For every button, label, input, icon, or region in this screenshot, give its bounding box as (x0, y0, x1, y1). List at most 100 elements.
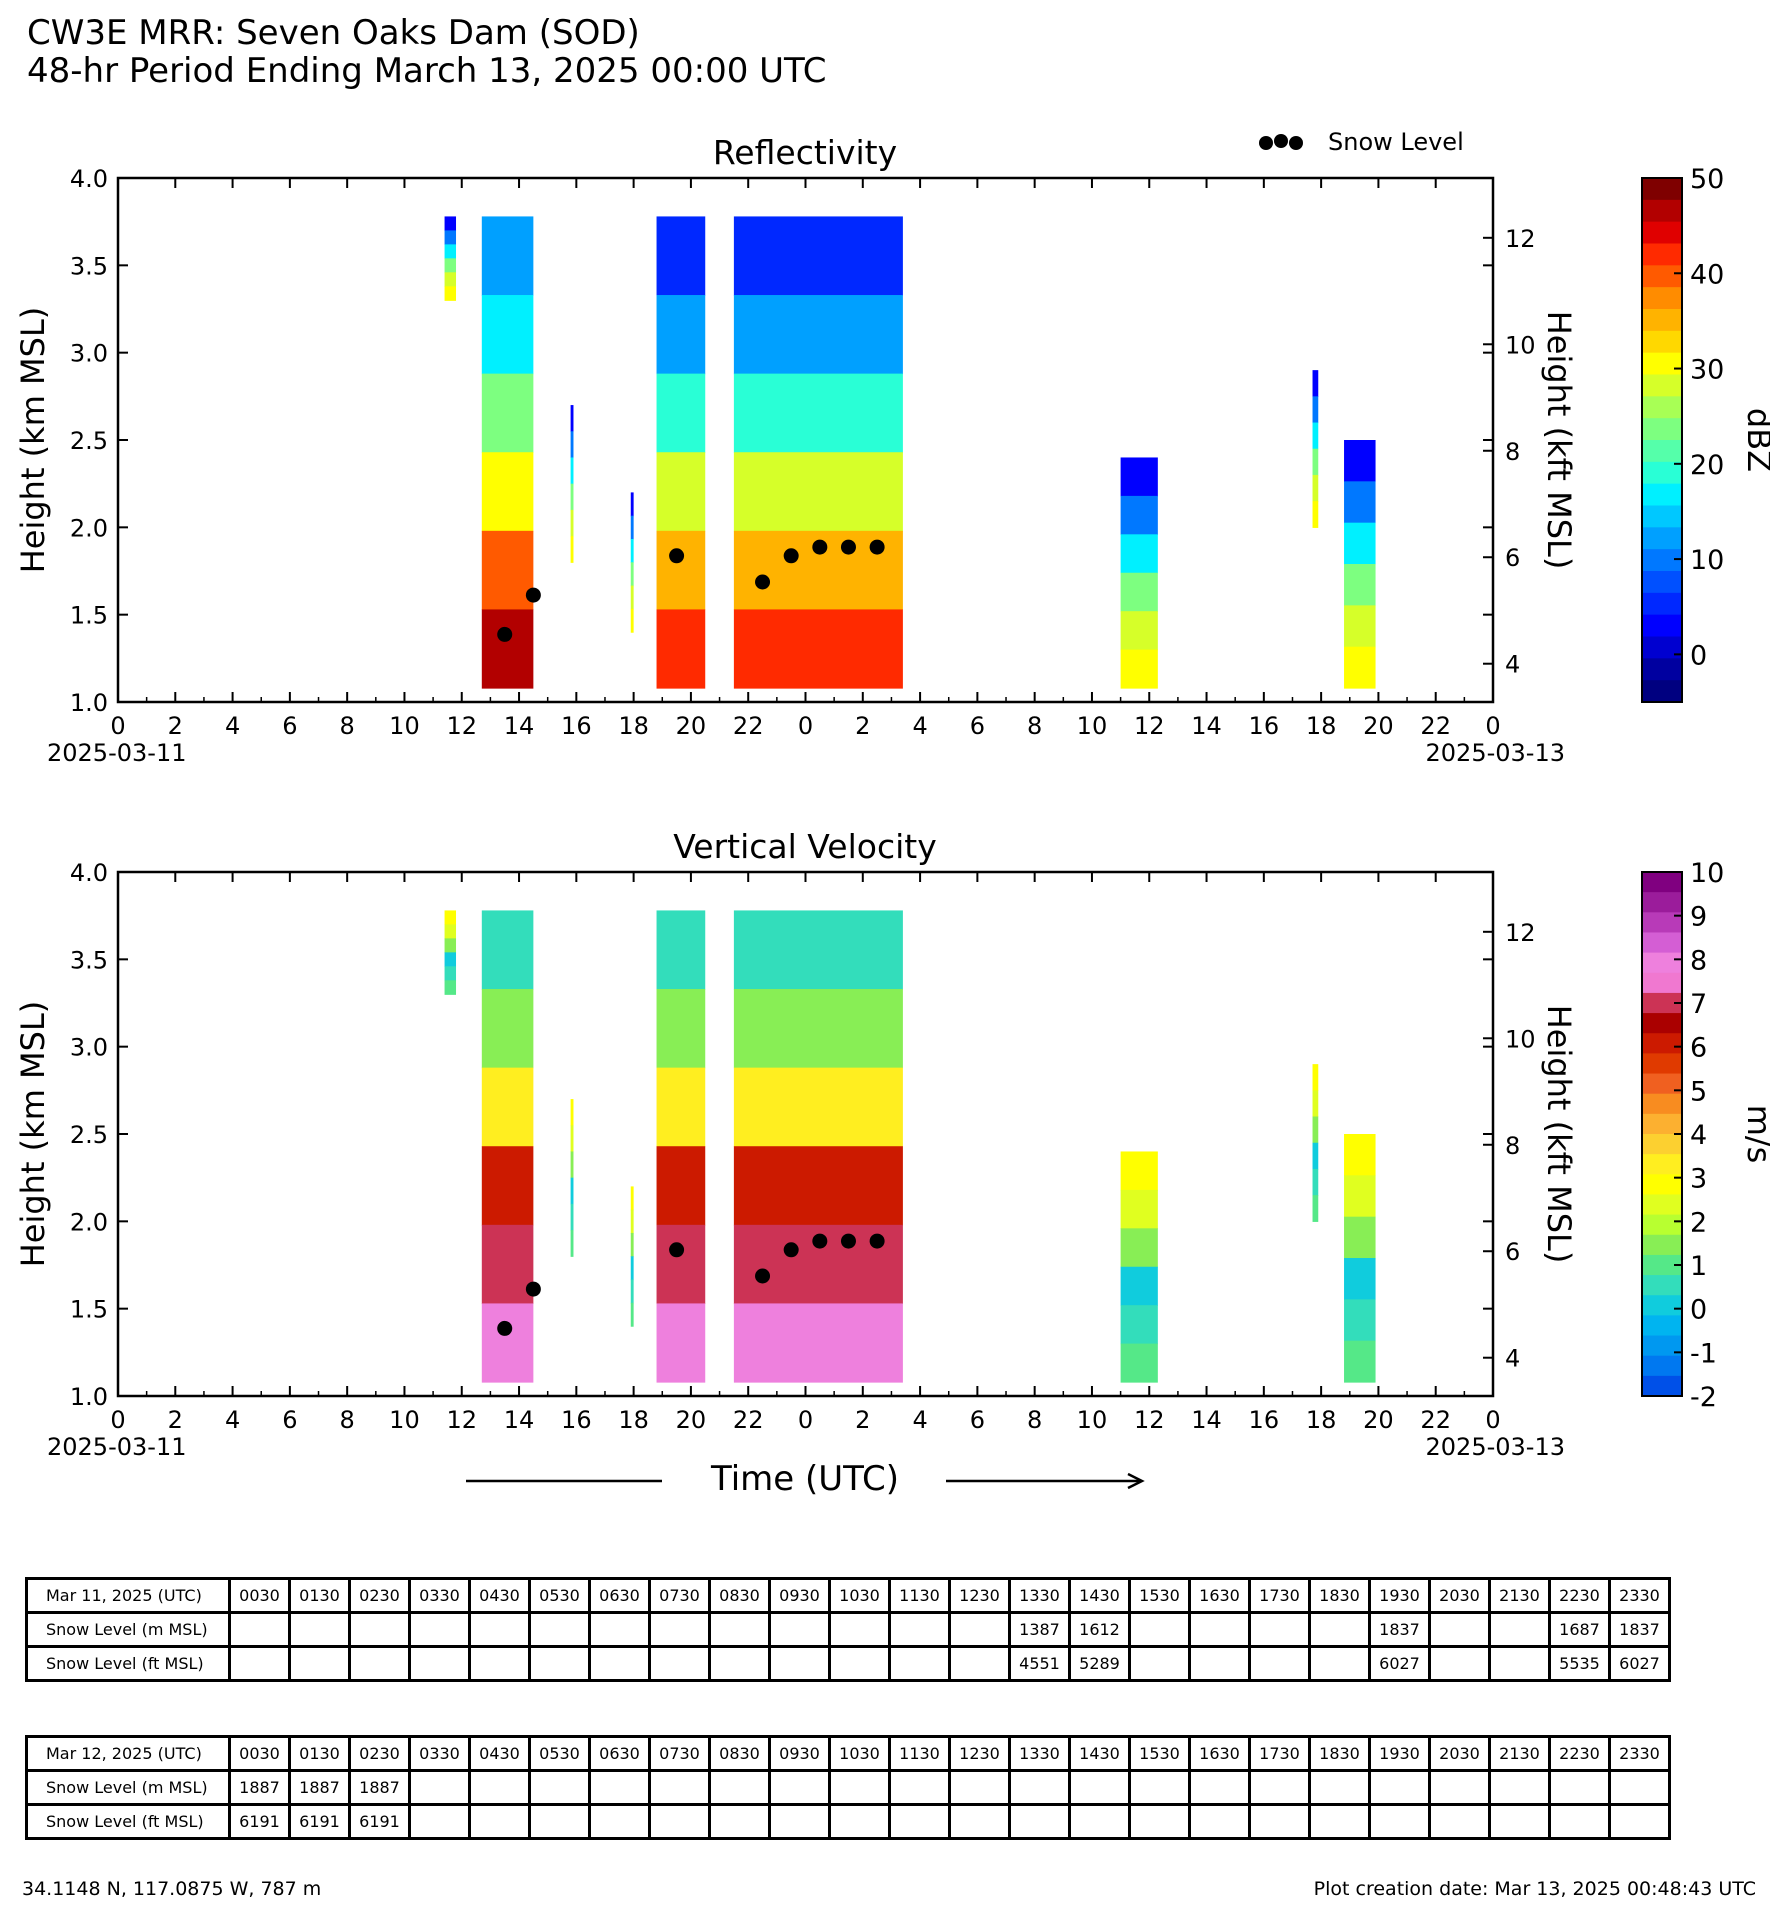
table-cell (1548, 1769, 1611, 1806)
table-cell: 0630 (588, 1577, 651, 1614)
table-cell: 1230 (948, 1735, 1011, 1772)
colorbar-segment (1642, 221, 1682, 244)
table-cell (1368, 1803, 1431, 1840)
colorbar-segment (1642, 972, 1682, 994)
table-cell (1248, 1645, 1311, 1682)
echo-cell (1120, 534, 1158, 574)
colorbar-tick-label: -1 (1690, 1338, 1717, 1369)
x-tick-label: 6 (282, 712, 297, 740)
colorbar-segment (1642, 1355, 1682, 1377)
x-tick-label: 2 (168, 1406, 183, 1434)
table-cell: 0130 (288, 1735, 351, 1772)
table-cell (1128, 1645, 1191, 1682)
colorbar-segment (1642, 396, 1682, 419)
x-tick-label: 22 (733, 1406, 764, 1434)
colorbar-segment (1642, 1275, 1682, 1296)
echo-cell (1344, 564, 1376, 606)
table-cell (588, 1645, 651, 1682)
end-date-label: 2025-03-13 (1426, 1433, 1565, 1461)
colorbar-tick-label: 9 (1690, 902, 1707, 933)
y-tick-label: 2.5 (70, 1121, 108, 1149)
table-cell (1308, 1611, 1371, 1648)
x-tick-label: 14 (504, 712, 535, 740)
echo-cell (733, 910, 903, 990)
echo-cell (630, 1256, 634, 1281)
table-cell (708, 1645, 771, 1682)
x-tick-label: 22 (1420, 712, 1451, 740)
table-cell: 5535 (1548, 1645, 1611, 1682)
echo-cell (656, 910, 706, 990)
colorbar-segment (1642, 418, 1682, 441)
table-cell (288, 1645, 351, 1682)
snow-level-dot (783, 548, 799, 564)
table-cell (1068, 1769, 1131, 1806)
table-cell: 1130 (888, 1577, 951, 1614)
table-cell (1188, 1611, 1251, 1648)
colorbar-segment (1642, 1295, 1682, 1316)
table-cell: 0530 (528, 1735, 591, 1772)
x-tick-label: 4 (912, 1406, 927, 1434)
x-tick-label: 18 (618, 712, 649, 740)
x-tick-label: 4 (225, 1406, 240, 1434)
table-cell: 0530 (528, 1577, 591, 1614)
table-cell (1488, 1769, 1551, 1806)
table-cell: 0030 (228, 1577, 291, 1614)
colorbar-tick-label: 7 (1690, 989, 1707, 1020)
y-axis-label: Height (km MSL) (14, 1001, 52, 1268)
colorbar-segment (1642, 287, 1682, 310)
snow-level-legend: Snow Level (1259, 128, 1464, 156)
y-axis-label: Height (km MSL) (14, 307, 52, 574)
colorbar-segment (1642, 1315, 1682, 1337)
echo-cell (1344, 1340, 1376, 1383)
colorbar-segment (1642, 1234, 1682, 1256)
table-cell (768, 1769, 831, 1806)
echo-cell (1120, 1266, 1158, 1306)
echo-cell (570, 405, 574, 432)
echo-cell (1344, 522, 1376, 565)
echo-cell (630, 1186, 634, 1211)
colorbar-segment (1642, 178, 1682, 201)
echo-cell (481, 609, 534, 689)
colorbar-tick-label: 30 (1690, 355, 1724, 386)
snow-level-dot (497, 1320, 513, 1336)
snow-level-dot (869, 539, 885, 555)
table-cell: 1887 (348, 1769, 411, 1806)
echo-cell (444, 216, 457, 231)
x-tick-label: 16 (561, 712, 592, 740)
table-cell: 1612 (1068, 1611, 1131, 1648)
echo-cell (656, 1067, 706, 1147)
colorbar-segment (1642, 1174, 1682, 1195)
colorbar-segment (1642, 1113, 1682, 1135)
echo-cell (570, 1151, 574, 1179)
echo-cell (733, 609, 903, 689)
echo-cell (1344, 1216, 1376, 1259)
table-cell (1128, 1803, 1191, 1840)
y-tick-label: 4.0 (70, 165, 108, 193)
table-header-row: Mar 12, 2025 (UTC) 0030 0130 0230 0330 0430 05… (25, 1735, 1671, 1772)
echo-cell (481, 452, 534, 532)
table-cell: 1430 (1068, 1735, 1131, 1772)
table-cell: 1330 (1008, 1577, 1071, 1614)
echo-cell (570, 483, 574, 511)
snow-level-dot (669, 548, 685, 564)
table-cell (408, 1769, 471, 1806)
colorbar-tick-label: 2 (1690, 1207, 1707, 1238)
table-cell (1128, 1611, 1191, 1648)
echo-cell (1120, 1189, 1158, 1229)
table-cell: 2230 (1548, 1735, 1611, 1772)
y-right-tick-label: 6 (1505, 544, 1520, 572)
colorbar-frame (1641, 177, 1683, 703)
echo-cell (656, 609, 706, 689)
table-cell (288, 1611, 351, 1648)
table-cell (1428, 1645, 1491, 1682)
table-cell (408, 1645, 471, 1682)
table-cell: 1030 (828, 1735, 891, 1772)
echo-cell (630, 1279, 634, 1304)
echo-cell (481, 530, 534, 611)
echo-cell (1312, 448, 1319, 476)
colorbar-tick-label: 10 (1690, 545, 1724, 576)
table-cell: 0430 (468, 1735, 531, 1772)
table-cell (948, 1803, 1011, 1840)
table-cell: 4551 (1008, 1645, 1071, 1682)
table-cell (228, 1645, 291, 1682)
